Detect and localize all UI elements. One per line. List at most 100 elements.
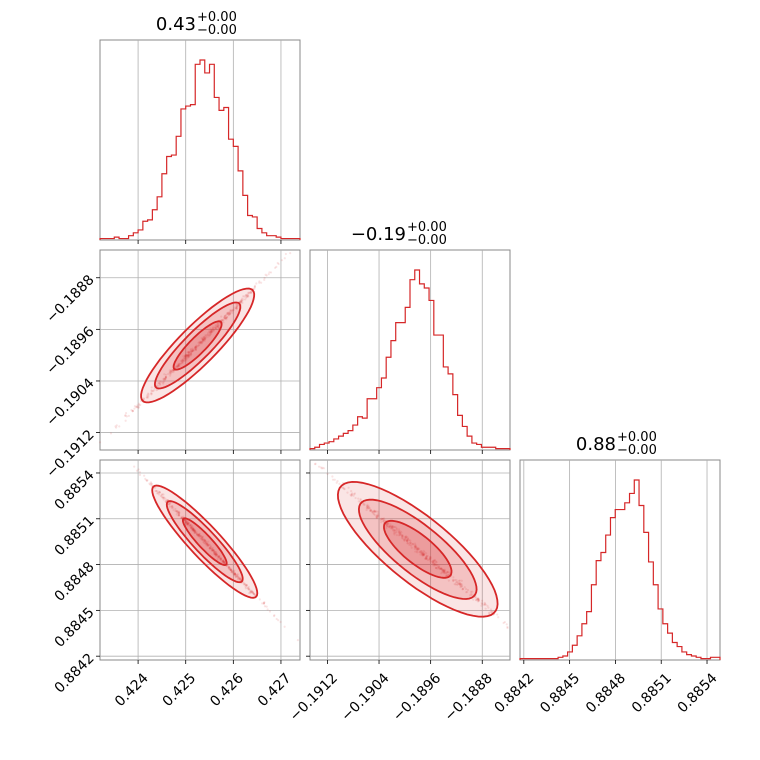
sample-point: [205, 542, 209, 546]
scatter-2-0: [100, 460, 300, 660]
sample-point: [487, 606, 490, 609]
sample-point: [415, 548, 419, 551]
sample-point: [188, 353, 191, 356]
sample-point: [150, 482, 153, 485]
sample-point: [369, 508, 372, 512]
sample-point: [201, 336, 205, 339]
sample-point: [460, 584, 464, 587]
sample-point: [162, 493, 165, 496]
sample-point: [459, 583, 462, 586]
sample-point: [425, 555, 428, 558]
sample-point: [169, 372, 172, 376]
sample-point: [263, 278, 266, 281]
sample-point: [228, 310, 231, 314]
sample-point: [177, 362, 180, 366]
sample-point: [190, 525, 194, 529]
sample-point: [382, 519, 386, 522]
sample-point: [185, 521, 188, 524]
sample-point: [187, 354, 190, 357]
sample-point: [469, 594, 472, 597]
sample-point: [177, 364, 180, 367]
sample-point: [138, 404, 141, 407]
sample-point: [235, 303, 238, 306]
sample-point: [185, 354, 188, 357]
sample-point: [175, 510, 178, 513]
sample-point: [189, 348, 192, 351]
sample-point: [208, 330, 211, 333]
sample-point: [258, 281, 261, 284]
sample-point: [247, 291, 250, 294]
sample-point: [469, 590, 473, 593]
sample-point: [172, 371, 175, 374]
sample-point: [184, 354, 187, 358]
sample-point: [157, 493, 161, 496]
x-tick-label: −0.1888: [442, 670, 496, 724]
sample-point: [168, 502, 172, 505]
sample-point: [209, 547, 213, 550]
sample-point: [421, 554, 424, 557]
sample-point: [441, 571, 444, 574]
sample-point: [443, 568, 446, 571]
sample-point: [188, 524, 192, 527]
sample-point: [239, 578, 242, 581]
sample-point: [350, 493, 353, 497]
sample-point: [246, 294, 249, 297]
sample-point: [440, 567, 443, 570]
sample-point: [249, 291, 253, 295]
sample-point: [226, 311, 230, 315]
sample-point: [177, 364, 180, 367]
sample-point: [237, 575, 240, 579]
sample-point: [212, 549, 216, 552]
sample-point: [263, 605, 267, 608]
sample-point: [252, 592, 256, 596]
sample-point: [502, 621, 505, 625]
sample-point: [224, 317, 227, 320]
sample-point: [229, 309, 232, 312]
sample-point: [245, 583, 248, 586]
sample-point: [251, 590, 254, 593]
sample-point: [192, 528, 195, 531]
sample-point: [178, 362, 181, 365]
sample-point: [475, 599, 478, 602]
sample-point: [178, 511, 181, 514]
sample-point: [188, 352, 191, 355]
sample-point: [415, 545, 418, 548]
sample-point: [176, 510, 179, 513]
sample-point: [406, 542, 409, 545]
sample-point: [458, 583, 461, 586]
sample-point: [388, 525, 391, 528]
sample-point: [411, 543, 415, 546]
sample-point: [223, 317, 227, 320]
sample-point: [404, 537, 407, 540]
sample-point: [187, 351, 190, 354]
sample-point: [192, 529, 195, 532]
sample-point: [174, 510, 177, 513]
sample-point: [461, 587, 464, 591]
sample-point: [433, 563, 436, 566]
sample-point: [176, 364, 179, 367]
sample-point: [152, 389, 155, 392]
sample-point: [420, 550, 423, 553]
sample-point: [456, 583, 459, 586]
sample-point: [189, 352, 193, 355]
sample-point: [229, 568, 232, 571]
sample-point: [156, 384, 159, 387]
sample-point: [239, 577, 242, 580]
sample-point: [372, 511, 375, 514]
sample-point: [197, 344, 200, 347]
sample-point: [456, 581, 460, 584]
sample-point: [189, 527, 193, 530]
sample-point: [201, 338, 205, 341]
sample-point: [224, 317, 228, 320]
sample-point: [438, 566, 441, 570]
sample-point: [460, 583, 463, 586]
sample-point: [196, 533, 199, 536]
sample-point: [377, 514, 380, 517]
sample-point: [422, 554, 425, 557]
sample-point: [171, 369, 174, 372]
sample-point: [373, 510, 376, 513]
sample-point: [445, 573, 448, 576]
sample-point: [413, 542, 417, 545]
sample-point: [216, 325, 219, 328]
sample-point: [354, 496, 357, 500]
